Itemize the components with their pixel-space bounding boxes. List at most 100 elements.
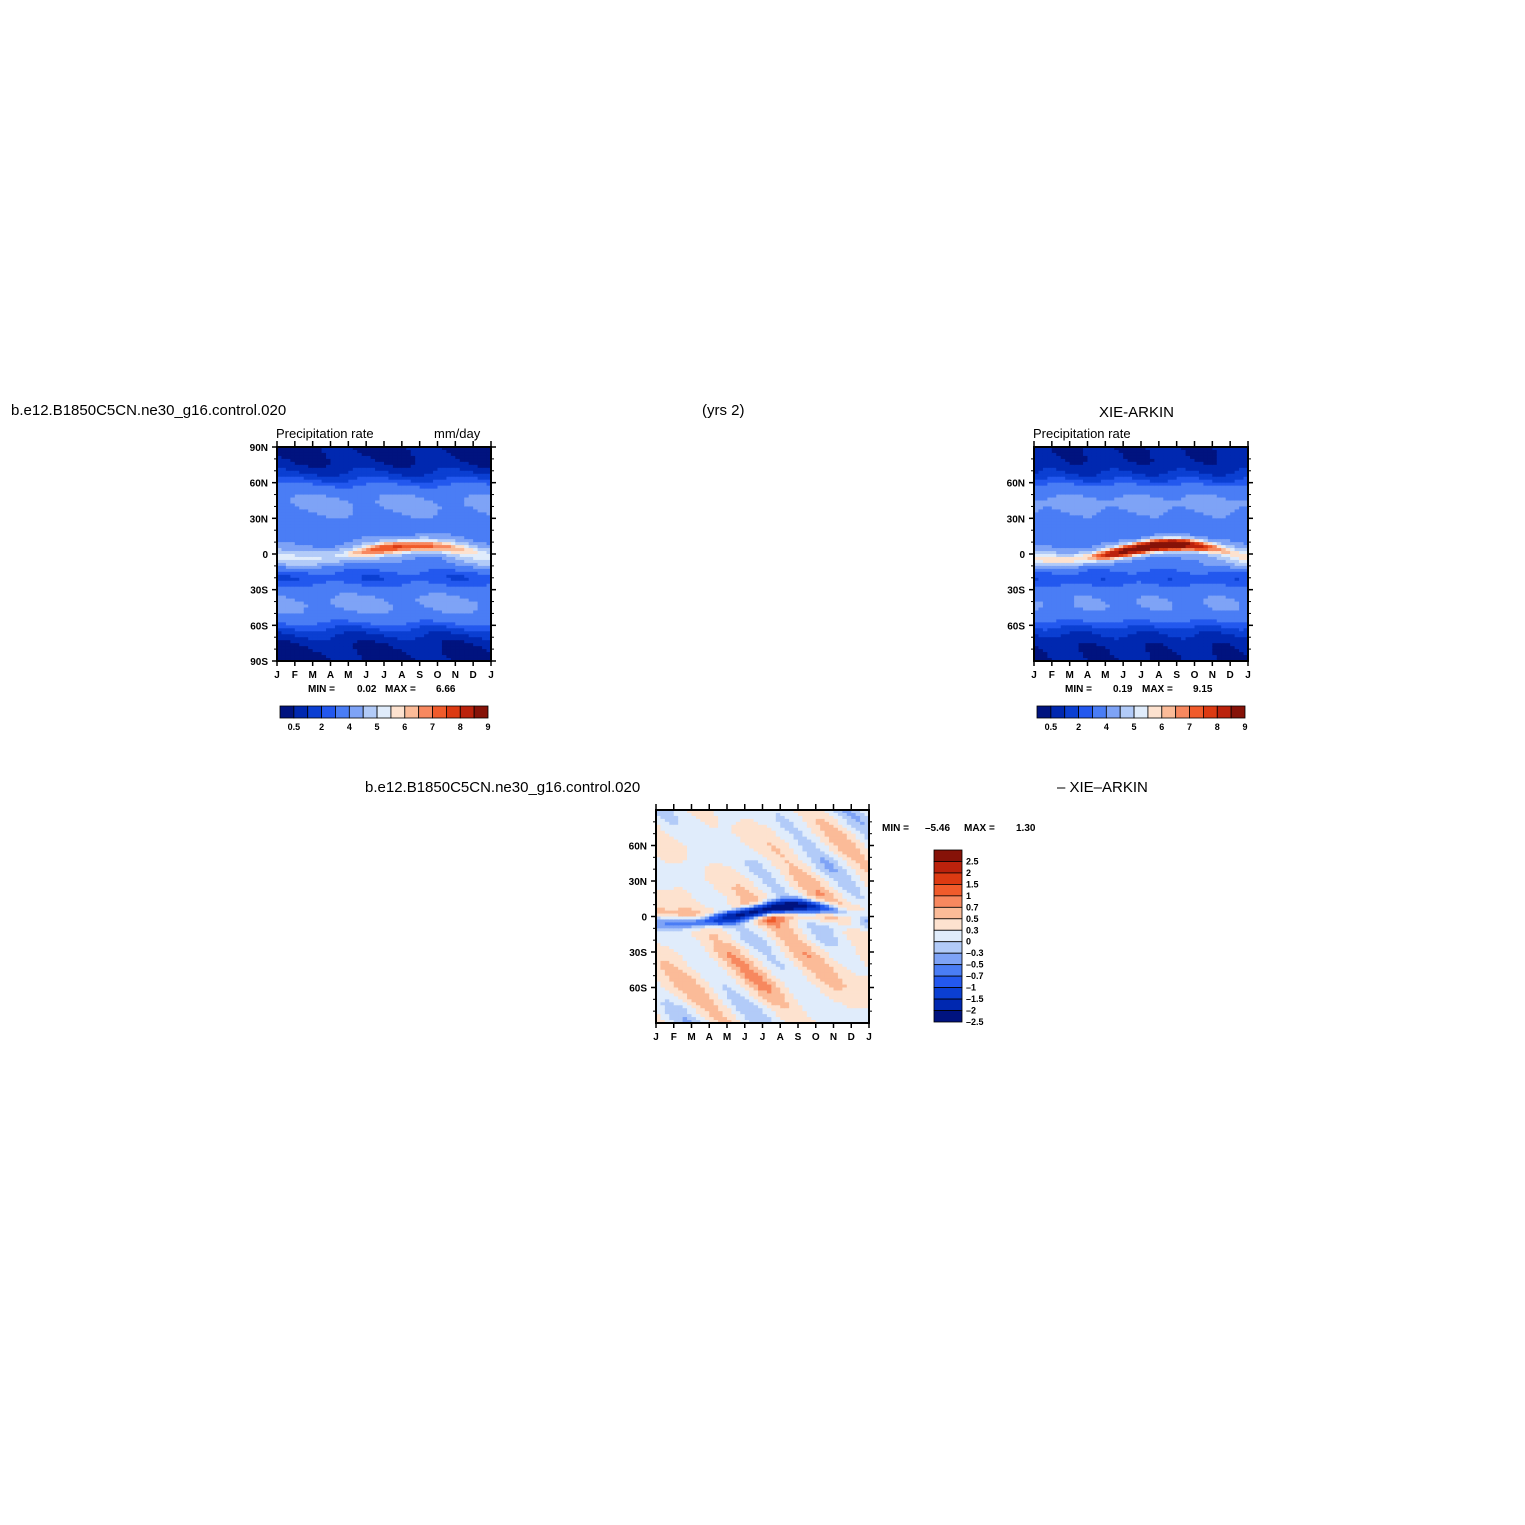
panel2-cell bbox=[1114, 530, 1120, 534]
panel2-cell bbox=[1056, 554, 1062, 558]
panel1-cell bbox=[401, 559, 407, 564]
panel1-cell bbox=[477, 479, 483, 484]
panel1-cell bbox=[384, 571, 390, 576]
panel1-cell bbox=[357, 583, 363, 588]
panel2-cell bbox=[1114, 646, 1120, 650]
panel1-cell bbox=[384, 625, 390, 629]
panel2-cell bbox=[1087, 592, 1093, 597]
panel1-cell bbox=[450, 488, 456, 493]
panel1-cell bbox=[317, 580, 323, 585]
panel2-cell bbox=[1047, 580, 1053, 585]
panel1-cell bbox=[410, 482, 416, 487]
panel1-cell bbox=[375, 562, 381, 567]
panel1-cell bbox=[419, 488, 425, 493]
panel1-cell bbox=[464, 625, 470, 629]
panel1-cell bbox=[415, 491, 421, 496]
panel1-cell bbox=[446, 491, 452, 496]
panel1-cell bbox=[379, 518, 385, 522]
panel1-cell bbox=[486, 554, 492, 558]
panel1-cell bbox=[473, 634, 479, 638]
panel1-cell bbox=[370, 640, 376, 644]
panel2-cell bbox=[1096, 628, 1102, 632]
panel2-cell bbox=[1051, 470, 1057, 475]
panel2-cell bbox=[1060, 655, 1066, 659]
panel2-cell bbox=[1069, 485, 1075, 490]
panel1-cell bbox=[455, 577, 461, 582]
panel2-cell bbox=[1051, 583, 1057, 588]
panel1-cell bbox=[486, 634, 492, 638]
panel1-cell bbox=[459, 515, 465, 519]
panel1-cell bbox=[375, 527, 381, 531]
panel1-cell bbox=[281, 503, 287, 508]
panel1-cell bbox=[482, 562, 488, 567]
panel1-cell bbox=[415, 458, 421, 463]
panel1-cell bbox=[285, 503, 291, 508]
panel1-cell bbox=[317, 610, 323, 615]
panel2-cell bbox=[1118, 545, 1124, 549]
panel1-cell bbox=[312, 655, 318, 659]
panel2-cell bbox=[1034, 616, 1040, 620]
panel1-cell bbox=[477, 604, 483, 609]
panel1-cell bbox=[441, 461, 448, 466]
panel1-cell bbox=[473, 574, 479, 579]
panel1-colorbar-box bbox=[390, 705, 406, 719]
panel2-cell bbox=[1069, 452, 1075, 457]
panel1-cell bbox=[468, 613, 474, 618]
panel1-cell bbox=[308, 649, 314, 653]
panel1-cell bbox=[281, 545, 287, 549]
panel2-cell bbox=[1083, 613, 1089, 618]
panel1-cell bbox=[473, 488, 479, 493]
panel2-cell bbox=[1118, 506, 1124, 511]
panel1-cell bbox=[406, 545, 412, 549]
panel1-cell bbox=[428, 515, 434, 519]
panel1-cell bbox=[415, 616, 421, 620]
panel1-cell bbox=[308, 556, 314, 561]
panel1-cell bbox=[406, 458, 412, 463]
panel1-cell bbox=[468, 610, 474, 615]
panel1-cell bbox=[415, 619, 421, 623]
panel2-cell bbox=[1105, 595, 1111, 600]
panel1-cell bbox=[486, 592, 492, 597]
panel2-cell bbox=[1060, 455, 1066, 460]
panel1-cell bbox=[348, 589, 354, 594]
panel1-cell bbox=[294, 464, 300, 469]
panel2-cell bbox=[1109, 554, 1115, 558]
panel2-cell bbox=[1087, 556, 1093, 561]
panel1-cell bbox=[424, 634, 430, 638]
panel1-cell bbox=[464, 542, 470, 546]
panel1-cell bbox=[379, 616, 385, 620]
panel1-cell bbox=[370, 595, 376, 600]
panel1-cell bbox=[468, 583, 474, 588]
panel1-cell bbox=[379, 607, 385, 612]
panel1-cell bbox=[464, 455, 470, 460]
panel1-cell bbox=[290, 545, 296, 549]
panel1-cell bbox=[455, 545, 461, 549]
panel1-cell bbox=[437, 470, 443, 475]
panel2-cell bbox=[1074, 506, 1080, 511]
panel1-cell bbox=[441, 542, 448, 546]
panel1-cell bbox=[370, 649, 376, 653]
panel1-cell bbox=[419, 447, 425, 451]
panel1-cell bbox=[482, 619, 488, 623]
panel1-cell bbox=[459, 595, 465, 600]
panel1-cell bbox=[290, 631, 296, 635]
panel2-cell bbox=[1060, 574, 1066, 579]
panel2-cell bbox=[1087, 604, 1093, 609]
panel1-cell bbox=[473, 586, 479, 591]
panel1-cell bbox=[375, 503, 381, 508]
panel2-cell bbox=[1083, 470, 1089, 475]
panel1-cell bbox=[317, 470, 323, 475]
panel2-cell bbox=[1078, 640, 1084, 644]
panel1-cell bbox=[437, 643, 443, 647]
panel2-cell bbox=[1065, 506, 1071, 511]
panel1-cell bbox=[312, 488, 318, 493]
panel1-cell bbox=[401, 521, 407, 525]
panel1-cell bbox=[446, 539, 452, 543]
panel1-cell bbox=[317, 643, 323, 647]
panel2-cell bbox=[1047, 586, 1053, 591]
panel1-cell bbox=[459, 652, 465, 656]
panel1-cell bbox=[401, 554, 407, 558]
panel1-cell bbox=[468, 625, 474, 629]
panel2-cell bbox=[1083, 583, 1089, 588]
panel1-cell bbox=[473, 643, 479, 647]
